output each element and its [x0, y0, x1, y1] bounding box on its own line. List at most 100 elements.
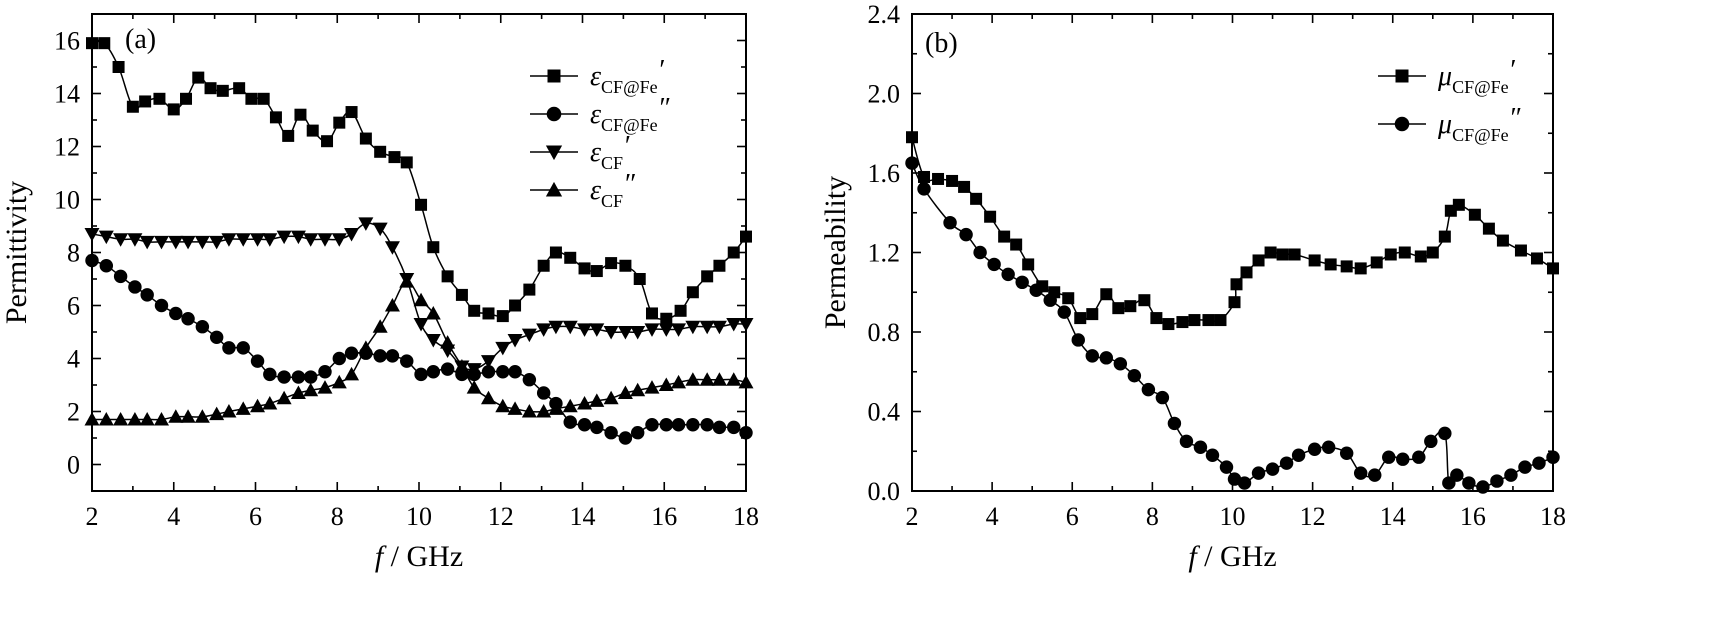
data-point [1308, 254, 1321, 267]
data-point [468, 304, 481, 317]
series-line [911, 162, 1554, 488]
data-point [562, 320, 578, 335]
legend-entry: μCF@Fe′ [1378, 55, 1516, 97]
data-point [331, 374, 347, 389]
legend-prime: ″ [1509, 103, 1521, 134]
data-point [701, 270, 714, 283]
x-tick-label: 8 [331, 502, 344, 531]
data-point [317, 233, 333, 247]
data-point [269, 111, 282, 124]
data-point [577, 418, 592, 432]
data-point [1074, 312, 1087, 325]
data-point [1219, 460, 1234, 474]
data-point [236, 341, 250, 355]
data-point [589, 393, 605, 407]
data-point [590, 420, 604, 435]
data-point [1382, 450, 1396, 464]
panel-label: (b) [925, 28, 958, 59]
data-point [727, 420, 741, 435]
data-point [671, 323, 687, 337]
panel-label: (a) [125, 24, 156, 55]
data-point [126, 100, 139, 113]
data-point [414, 367, 428, 382]
data-point [1340, 260, 1353, 273]
data-point [604, 425, 618, 440]
data-point [98, 230, 114, 245]
data-point [112, 61, 125, 73]
data-point [727, 246, 740, 259]
y-tick-label: 1.6 [868, 159, 901, 188]
data-point [522, 372, 537, 387]
data-point [1370, 256, 1383, 269]
data-point [128, 280, 142, 294]
data-point [84, 411, 100, 426]
data-point [1424, 434, 1438, 449]
legend-prime: ″ [658, 93, 670, 124]
chart-panel-b: 2 4 6 8 10 12 14 16 18 0.0 0.4 0.8 1.2 1.6 2.0 2.4 Perme… [819, 0, 1566, 573]
data-point [603, 326, 619, 340]
data-point [536, 323, 552, 337]
data-point [154, 298, 169, 313]
data-point [1237, 476, 1252, 490]
data-point [250, 354, 265, 368]
data-point [495, 398, 511, 413]
data-point [1214, 314, 1227, 327]
legend-label: εCF″ [590, 169, 635, 211]
data-point [932, 172, 945, 185]
data-point [536, 386, 551, 400]
data-point [257, 92, 270, 105]
legend-label: εCF′ [590, 131, 630, 173]
data-point [1176, 316, 1189, 329]
data-point [1476, 480, 1490, 494]
data-point [905, 156, 919, 170]
data-point [1100, 288, 1113, 301]
data-point [372, 319, 388, 333]
data-point [507, 401, 523, 415]
data-point [427, 241, 440, 254]
data-point [644, 380, 660, 394]
data-point [277, 370, 291, 384]
data-point [509, 299, 522, 312]
data-point [99, 259, 114, 273]
data-point [180, 92, 193, 105]
data-point [1426, 246, 1439, 259]
data-point [548, 401, 564, 415]
legend-entry: εCF″ [530, 169, 635, 211]
data-point [321, 135, 334, 148]
legend-prime: ′ [623, 131, 630, 162]
legend-marker [546, 106, 562, 122]
data-point [262, 233, 278, 247]
data-point [426, 365, 441, 379]
data-point [906, 131, 918, 144]
data-point [181, 312, 195, 326]
data-point [153, 411, 169, 426]
data-point [415, 198, 428, 211]
legend-subscript: CF@Fe [601, 115, 658, 135]
data-point [917, 182, 931, 196]
data-point [660, 312, 673, 325]
data-point [262, 396, 278, 410]
y-axis-title: Permittivity [0, 181, 33, 324]
data-point [946, 174, 959, 187]
data-point [168, 235, 184, 250]
data-point [250, 233, 266, 247]
data-point [1071, 333, 1085, 347]
data-point [139, 411, 155, 426]
y-tick-label: 2 [67, 398, 80, 427]
data-point [139, 235, 155, 250]
series-circle [85, 253, 753, 445]
data-point [290, 385, 306, 399]
data-point [425, 333, 441, 348]
data-point [98, 37, 111, 50]
data-point [400, 156, 413, 169]
y-tick-label: 2.4 [868, 0, 901, 29]
data-point [645, 307, 658, 320]
data-point [523, 283, 536, 296]
data-point [738, 374, 754, 389]
y-tick-label: 4 [67, 345, 80, 374]
data-point [1518, 460, 1532, 474]
legend-subscript: CF@Fe [601, 77, 658, 97]
data-point [440, 362, 455, 376]
data-point [711, 320, 727, 335]
data-point [245, 92, 258, 105]
